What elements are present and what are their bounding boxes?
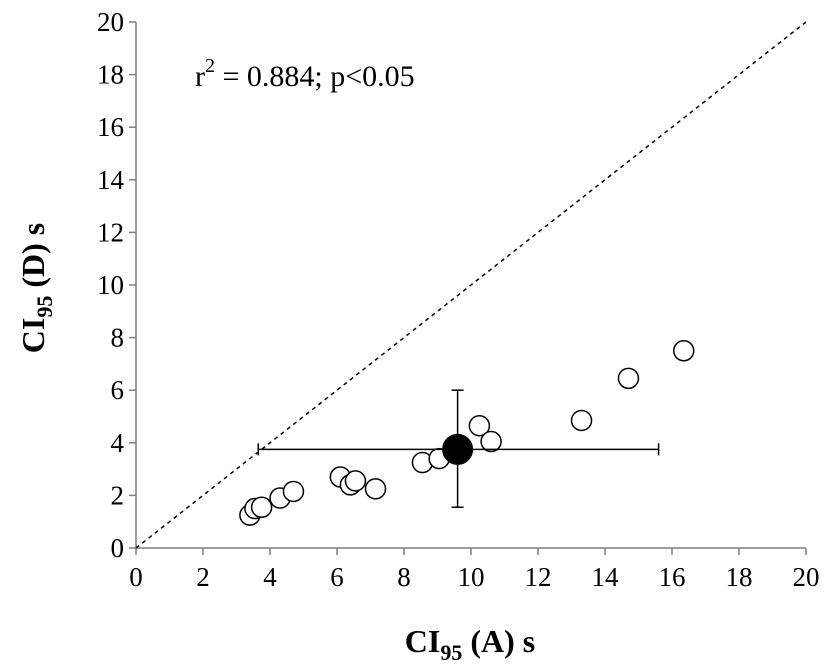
y-tick-label: 8: [111, 323, 125, 353]
x-tick-label: 20: [793, 562, 820, 592]
data-points: [239, 340, 695, 526]
data-point: [480, 430, 502, 453]
x-tick-label: 12: [525, 562, 552, 592]
data-point: [344, 470, 367, 492]
y-tick-label: 0: [111, 533, 125, 563]
data-point: [672, 340, 695, 362]
data-point: [468, 414, 491, 437]
mean-marker-group: [257, 389, 660, 508]
y-tick-label: 2: [111, 480, 125, 510]
y-tick-label: 4: [111, 428, 125, 458]
x-tick-label: 8: [397, 562, 411, 592]
correlation-annotation: r2 = 0.884; p<0.05: [195, 55, 415, 93]
data-point: [282, 480, 305, 503]
x-tick-label: 4: [263, 562, 277, 592]
data-point: [617, 367, 640, 390]
x-tick-label: 0: [129, 562, 143, 592]
y-tick-label: 6: [111, 375, 125, 405]
y-tick-label: 14: [97, 165, 125, 195]
y-tick-label: 12: [97, 217, 124, 247]
x-tick-label: 6: [330, 562, 344, 592]
data-point: [364, 478, 387, 500]
axes: 0 2 4 6 8 10 12 14 16 18 20 0 2 4 6 8 10 12 14 16 18 20: [97, 7, 820, 592]
x-tick-label: 2: [196, 562, 210, 592]
mean-point: [442, 433, 474, 465]
y-tick-label: 16: [97, 112, 124, 142]
x-tick-label: 18: [726, 562, 753, 592]
data-point: [570, 409, 593, 432]
y-tick-label: 10: [97, 270, 124, 300]
y-tick-label: 20: [97, 7, 124, 37]
x-tick-label: 10: [458, 562, 485, 592]
y-tick-label: 18: [97, 60, 124, 90]
x-axis-title: CI95 (A) s: [405, 623, 535, 665]
identity-line-group: [135, 21, 807, 549]
data-point: [250, 496, 273, 518]
identity-line: [135, 21, 807, 549]
y-axis-title: CI95 (D) s: [15, 223, 57, 353]
x-tick-label: 16: [659, 562, 686, 592]
x-tick-label: 14: [592, 562, 620, 592]
